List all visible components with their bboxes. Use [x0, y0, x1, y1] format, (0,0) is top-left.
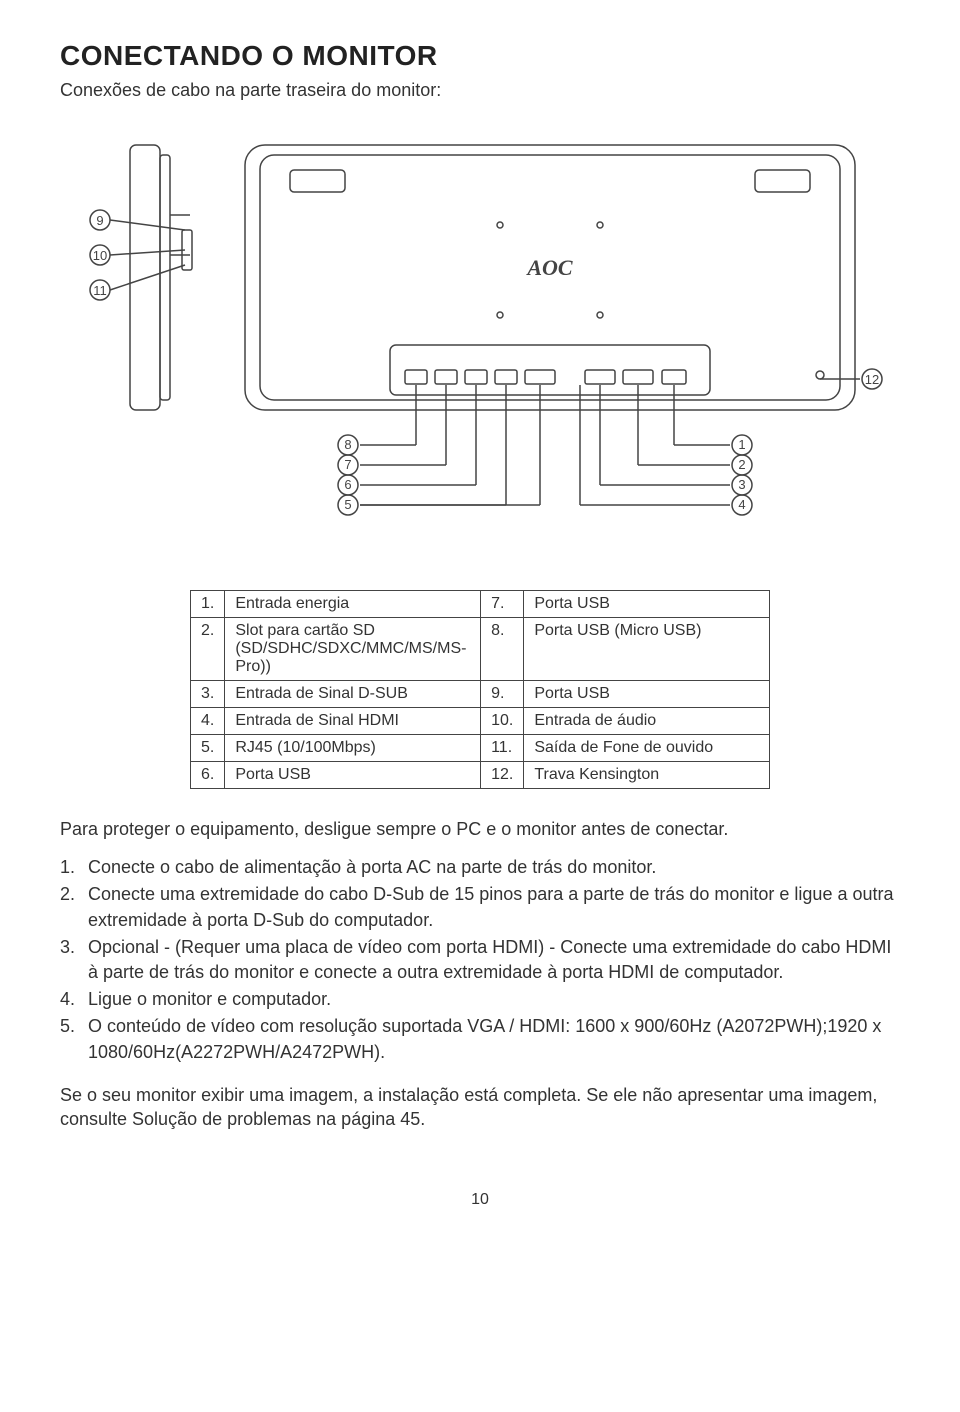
table-row: 1.Entrada energia7.Porta USB — [191, 591, 770, 618]
table-row: 5.RJ45 (10/100Mbps)11.Saída de Fone de o… — [191, 735, 770, 762]
callout-5: 5 — [344, 497, 351, 512]
intro-paragraph: Para proteger o equipamento, desligue se… — [60, 817, 900, 841]
port-label: Entrada de Sinal HDMI — [225, 708, 481, 735]
subtitle: Conexões de cabo na parte traseira do mo… — [60, 80, 900, 101]
step-item: Conecte uma extremidade do cabo D-Sub de… — [60, 882, 900, 932]
callout-6: 6 — [344, 477, 351, 492]
brand-logo: AOC — [525, 255, 573, 280]
table-row: 6.Porta USB12.Trava Kensington — [191, 762, 770, 789]
port-label: Slot para cartão SD (SD/SDHC/SDXC/MMC/MS… — [225, 618, 481, 681]
callout-1: 1 — [738, 437, 745, 452]
ports-table: 1.Entrada energia7.Porta USB2.Slot para … — [190, 590, 770, 789]
step-item: Opcional - (Requer uma placa de vídeo co… — [60, 935, 900, 985]
steps-list: Conecte o cabo de alimentação à porta AC… — [60, 855, 900, 1065]
port-number: 9. — [481, 681, 524, 708]
port-number: 3. — [191, 681, 225, 708]
port-label: Porta USB (Micro USB) — [524, 618, 770, 681]
port-label: Entrada de áudio — [524, 708, 770, 735]
port-label: Porta USB — [524, 591, 770, 618]
port-label: Porta USB — [524, 681, 770, 708]
port-label: Porta USB — [225, 762, 481, 789]
callout-3: 3 — [738, 477, 745, 492]
table-row: 3.Entrada de Sinal D-SUB9.Porta USB — [191, 681, 770, 708]
port-label: RJ45 (10/100Mbps) — [225, 735, 481, 762]
monitor-diagram: AOC — [60, 125, 900, 555]
step-item: Conecte o cabo de alimentação à porta AC… — [60, 855, 900, 880]
table-row: 4.Entrada de Sinal HDMI10.Entrada de áud… — [191, 708, 770, 735]
callout-12: 12 — [865, 372, 879, 387]
callout-4: 4 — [738, 497, 745, 512]
callout-11: 11 — [93, 283, 107, 298]
port-number: 6. — [191, 762, 225, 789]
port-number: 11. — [481, 735, 524, 762]
step-item: Ligue o monitor e computador. — [60, 987, 900, 1012]
page-title: CONECTANDO O MONITOR — [60, 40, 900, 72]
port-number: 8. — [481, 618, 524, 681]
port-number: 7. — [481, 591, 524, 618]
callout-7: 7 — [344, 457, 351, 472]
outro-paragraph: Se o seu monitor exibir uma imagem, a in… — [60, 1083, 900, 1132]
callout-9: 9 — [96, 213, 103, 228]
port-number: 12. — [481, 762, 524, 789]
callout-2: 2 — [738, 457, 745, 472]
port-number: 5. — [191, 735, 225, 762]
callout-10: 10 — [93, 248, 107, 263]
port-number: 10. — [481, 708, 524, 735]
step-item: O conteúdo de vídeo com resolução suport… — [60, 1014, 900, 1064]
port-number: 2. — [191, 618, 225, 681]
port-label: Entrada energia — [225, 591, 481, 618]
port-label: Trava Kensington — [524, 762, 770, 789]
table-row: 2.Slot para cartão SD (SD/SDHC/SDXC/MMC/… — [191, 618, 770, 681]
port-number: 1. — [191, 591, 225, 618]
page-number: 10 — [60, 1191, 900, 1209]
port-label: Saída de Fone de ouvido — [524, 735, 770, 762]
callout-8: 8 — [344, 437, 351, 452]
port-number: 4. — [191, 708, 225, 735]
port-label: Entrada de Sinal D-SUB — [225, 681, 481, 708]
